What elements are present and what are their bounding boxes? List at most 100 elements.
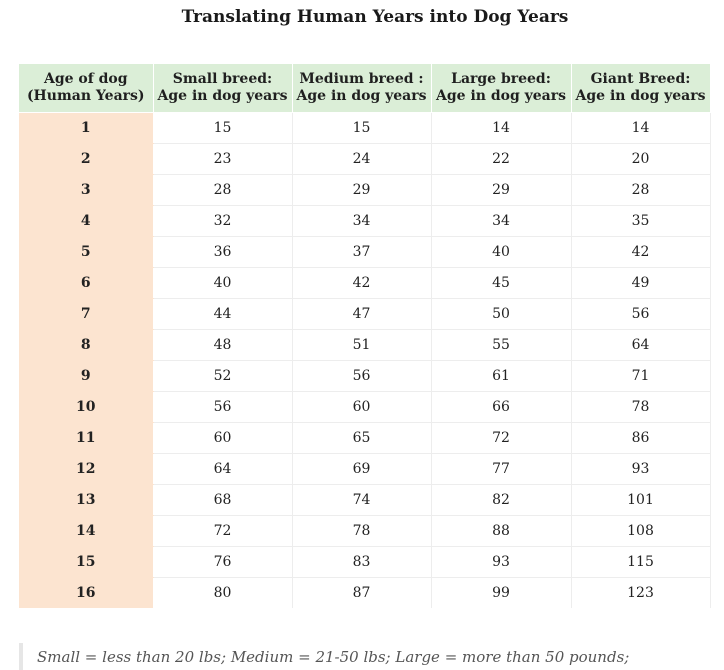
table-row: 5 36 37 40 42 xyxy=(19,236,711,268)
medium-breed-cell: 87 xyxy=(292,577,432,608)
header-line: Age in dog years xyxy=(436,88,566,104)
header-line: Age in dog years xyxy=(157,88,288,104)
age-cell: 12 xyxy=(19,453,154,485)
large-breed-cell: 82 xyxy=(431,484,572,516)
large-breed-cell: 55 xyxy=(431,329,572,361)
small-breed-cell: 32 xyxy=(153,205,293,237)
table-row: 14 72 78 88 108 xyxy=(19,515,711,547)
table-row: 7 44 47 50 56 xyxy=(19,298,711,330)
header-large-breed: Large breed: Age in dog years xyxy=(431,64,572,113)
header-medium-breed: Medium breed : Age in dog years xyxy=(292,64,432,113)
small-breed-cell: 40 xyxy=(153,267,293,299)
page-title: Translating Human Years into Dog Years xyxy=(181,7,569,27)
medium-breed-cell: 69 xyxy=(292,453,432,485)
header-line: Giant Breed: xyxy=(590,71,691,87)
small-breed-cell: 23 xyxy=(153,143,293,175)
table-header-row: Age of dog (Human Years) Small breed: Ag… xyxy=(19,64,711,113)
giant-breed-cell: 42 xyxy=(571,236,711,268)
age-cell: 14 xyxy=(19,515,154,547)
medium-breed-cell: 51 xyxy=(292,329,432,361)
giant-breed-cell: 115 xyxy=(571,546,711,578)
medium-breed-cell: 78 xyxy=(292,515,432,547)
medium-breed-cell: 42 xyxy=(292,267,432,299)
giant-breed-cell: 20 xyxy=(571,143,711,175)
age-cell: 8 xyxy=(19,329,154,361)
age-cell: 10 xyxy=(19,391,154,423)
medium-breed-cell: 34 xyxy=(292,205,432,237)
large-breed-cell: 99 xyxy=(431,577,572,608)
medium-breed-cell: 74 xyxy=(292,484,432,516)
large-breed-cell: 29 xyxy=(431,174,572,206)
giant-breed-cell: 123 xyxy=(571,577,711,608)
giant-breed-cell: 14 xyxy=(571,112,711,144)
large-breed-cell: 66 xyxy=(431,391,572,423)
small-breed-cell: 68 xyxy=(153,484,293,516)
small-breed-cell: 48 xyxy=(153,329,293,361)
table-row: 4 32 34 34 35 xyxy=(19,205,711,237)
medium-breed-cell: 83 xyxy=(292,546,432,578)
large-breed-cell: 22 xyxy=(431,143,572,175)
age-cell: 13 xyxy=(19,484,154,516)
table-row: 1 15 15 14 14 xyxy=(19,112,711,144)
small-breed-cell: 80 xyxy=(153,577,293,608)
medium-breed-cell: 24 xyxy=(292,143,432,175)
large-breed-cell: 72 xyxy=(431,422,572,454)
large-breed-cell: 88 xyxy=(431,515,572,547)
giant-breed-cell: 28 xyxy=(571,174,711,206)
table-row: 12 64 69 77 93 xyxy=(19,453,711,485)
small-breed-cell: 44 xyxy=(153,298,293,330)
giant-breed-cell: 56 xyxy=(571,298,711,330)
table-row: 16 80 87 99 123 xyxy=(19,577,711,608)
age-cell: 15 xyxy=(19,546,154,578)
age-cell: 4 xyxy=(19,205,154,237)
weight-note-text: Small = less than 20 lbs; Medium = 21-50… xyxy=(37,648,630,666)
small-breed-cell: 15 xyxy=(153,112,293,144)
table-row: 9 52 56 61 71 xyxy=(19,360,711,392)
age-cell: 6 xyxy=(19,267,154,299)
age-cell: 9 xyxy=(19,360,154,392)
medium-breed-cell: 37 xyxy=(292,236,432,268)
header-line: Small breed: xyxy=(172,71,273,87)
header-age-of-dog: Age of dog (Human Years) xyxy=(19,64,154,113)
header-giant-breed: Giant Breed: Age in dog years xyxy=(571,64,711,113)
large-breed-cell: 45 xyxy=(431,267,572,299)
giant-breed-cell: 78 xyxy=(571,391,711,423)
medium-breed-cell: 65 xyxy=(292,422,432,454)
small-breed-cell: 28 xyxy=(153,174,293,206)
table-row: 15 76 83 93 115 xyxy=(19,546,711,578)
weight-note: Small = less than 20 lbs; Medium = 21-50… xyxy=(19,643,724,670)
table-row: 8 48 51 55 64 xyxy=(19,329,711,361)
medium-breed-cell: 15 xyxy=(292,112,432,144)
small-breed-cell: 52 xyxy=(153,360,293,392)
giant-breed-cell: 71 xyxy=(571,360,711,392)
small-breed-cell: 76 xyxy=(153,546,293,578)
medium-breed-cell: 60 xyxy=(292,391,432,423)
table-row: 11 60 65 72 86 xyxy=(19,422,711,454)
small-breed-cell: 56 xyxy=(153,391,293,423)
header-small-breed: Small breed: Age in dog years xyxy=(153,64,293,113)
table-row: 10 56 60 66 78 xyxy=(19,391,711,423)
header-line: Age in dog years xyxy=(575,88,706,104)
age-cell: 11 xyxy=(19,422,154,454)
large-breed-cell: 34 xyxy=(431,205,572,237)
large-breed-cell: 77 xyxy=(431,453,572,485)
small-breed-cell: 64 xyxy=(153,453,293,485)
table-row: 3 28 29 29 28 xyxy=(19,174,711,206)
giant-breed-cell: 86 xyxy=(571,422,711,454)
age-cell: 2 xyxy=(19,143,154,175)
giant-breed-cell: 35 xyxy=(571,205,711,237)
large-breed-cell: 61 xyxy=(431,360,572,392)
table-row: 2 23 24 22 20 xyxy=(19,143,711,175)
age-cell: 16 xyxy=(19,577,154,608)
header-line: (Human Years) xyxy=(26,88,145,104)
giant-breed-cell: 101 xyxy=(571,484,711,516)
table-body: 1 15 15 14 14 2 23 24 22 20 3 28 29 29 28 4 32 34 34 35 5 36 3… xyxy=(19,112,711,608)
header-line: Age in dog years xyxy=(296,88,427,104)
small-breed-cell: 36 xyxy=(153,236,293,268)
age-cell: 5 xyxy=(19,236,154,268)
header-line: Medium breed : xyxy=(299,71,424,87)
header-line: Large breed: xyxy=(451,71,551,87)
small-breed-cell: 60 xyxy=(153,422,293,454)
medium-breed-cell: 29 xyxy=(292,174,432,206)
giant-breed-cell: 93 xyxy=(571,453,711,485)
